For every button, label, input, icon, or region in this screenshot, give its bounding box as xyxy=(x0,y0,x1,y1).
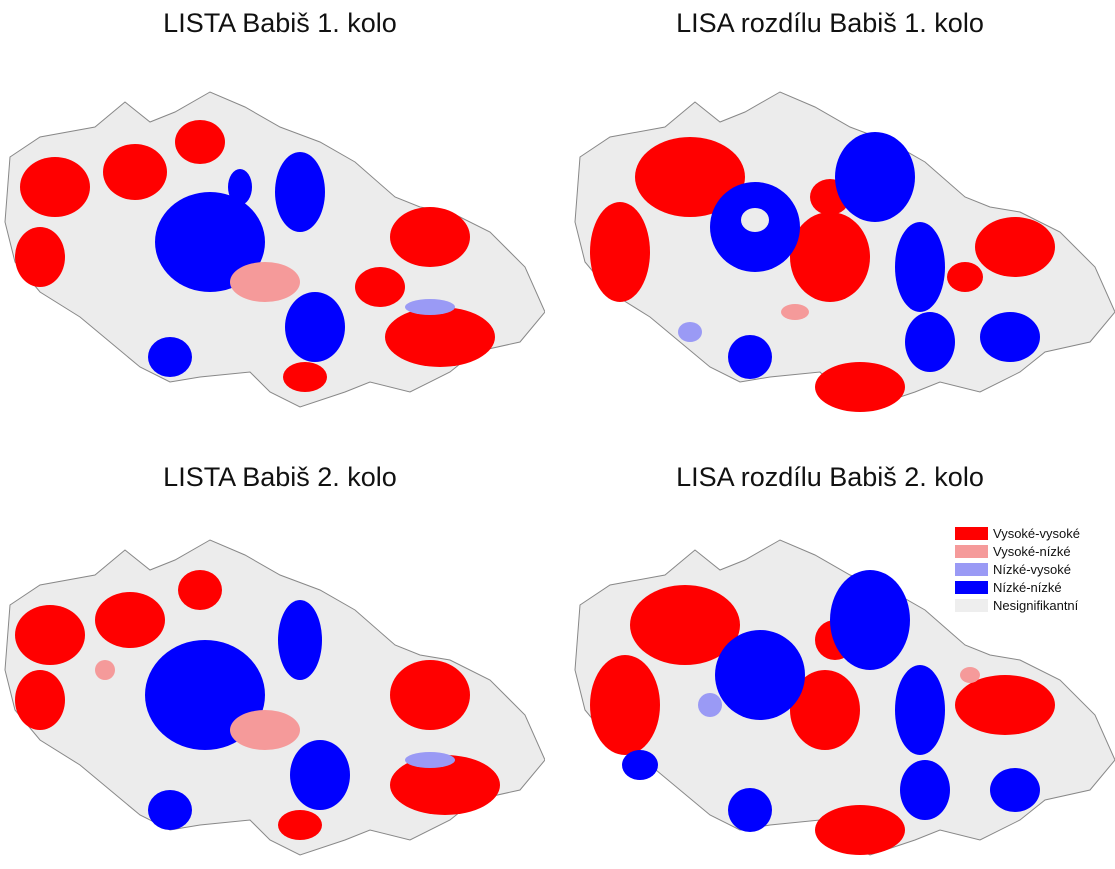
cluster-low-low xyxy=(990,768,1040,812)
legend-item-nonsignificant: Nesignifikantní xyxy=(955,597,1115,613)
cluster-high-low xyxy=(95,660,115,680)
cluster-low-low xyxy=(715,630,805,720)
cluster-low-low xyxy=(275,152,325,232)
cluster-high-high xyxy=(590,655,660,755)
map-title-3: LISTA Babiš 2. kolo xyxy=(163,462,397,492)
cluster-high-high xyxy=(630,585,740,665)
choropleth-map-3 xyxy=(4,539,545,856)
cluster-high-high xyxy=(20,157,90,217)
map-title-4: LISA rozdílu Babiš 2. kolo xyxy=(676,462,984,492)
choropleth-map-2 xyxy=(574,91,1115,412)
cluster-low-low xyxy=(980,312,1040,362)
cluster-low-low xyxy=(148,337,192,377)
cluster-low-low xyxy=(290,740,350,810)
legend-label: Vysoké-nízké xyxy=(993,543,1071,559)
legend-swatch xyxy=(955,562,988,576)
cluster-high-high xyxy=(283,362,327,392)
cluster-high-high xyxy=(95,592,165,648)
cluster-high-high xyxy=(178,570,222,610)
cluster-high-low xyxy=(230,262,300,302)
cluster-high-high xyxy=(790,212,870,302)
cluster-low-high xyxy=(698,693,722,717)
choropleth-map-1 xyxy=(4,91,545,408)
cluster-high-high xyxy=(815,362,905,412)
cluster-high-high xyxy=(947,262,983,292)
cluster-high-high xyxy=(355,267,405,307)
cluster-high-high xyxy=(15,670,65,730)
cluster-nonsignificant xyxy=(741,208,769,232)
cluster-low-low xyxy=(285,292,345,362)
cluster-low-low xyxy=(835,132,915,222)
cluster-high-high xyxy=(590,202,650,302)
cluster-high-high xyxy=(955,675,1055,735)
cluster-high-high xyxy=(103,144,167,200)
cluster-low-low xyxy=(830,570,910,670)
cluster-high-high xyxy=(278,810,322,840)
cluster-high-high xyxy=(390,660,470,730)
cluster-high-low xyxy=(960,667,980,683)
legend-item-high-low: Vysoké-nízké xyxy=(955,543,1115,559)
cluster-high-high xyxy=(175,120,225,164)
cluster-high-high xyxy=(815,805,905,855)
cluster-low-low xyxy=(155,192,265,292)
legend-swatch xyxy=(955,580,988,594)
legend-label: Vysoké-vysoké xyxy=(993,525,1080,541)
cluster-low-high xyxy=(405,299,455,315)
legend-swatch xyxy=(955,598,988,612)
cluster-high-high xyxy=(390,755,500,815)
map-title-2: LISA rozdílu Babiš 1. kolo xyxy=(676,8,984,38)
legend-item-low-high: Nízké-vysoké xyxy=(955,561,1115,577)
cluster-high-high xyxy=(15,227,65,287)
cluster-high-high xyxy=(390,207,470,267)
cluster-low-high xyxy=(405,752,455,768)
legend-swatch xyxy=(955,526,988,540)
cluster-low-low xyxy=(228,169,252,205)
map-title-1: LISTA Babiš 1. kolo xyxy=(163,8,397,38)
cluster-low-low xyxy=(622,750,658,780)
cluster-low-low xyxy=(895,222,945,312)
cluster-low-low xyxy=(278,600,322,680)
legend-label: Nízké-vysoké xyxy=(993,561,1072,577)
cluster-low-low xyxy=(148,790,192,830)
legend-swatch xyxy=(955,544,988,558)
legend-item-low-low: Nízké-nízké xyxy=(955,579,1115,595)
cluster-high-low xyxy=(781,304,809,320)
cluster-low-low xyxy=(900,760,950,820)
cluster-low-low xyxy=(728,788,772,832)
legend-label: Nízké-nízké xyxy=(993,579,1062,595)
cluster-low-high xyxy=(678,322,702,342)
cluster-high-high xyxy=(15,605,85,665)
cluster-high-high xyxy=(975,217,1055,277)
cluster-high-high xyxy=(385,307,495,367)
choropleth-map-4 xyxy=(574,539,1115,856)
cluster-low-low xyxy=(905,312,955,372)
cluster-high-high xyxy=(635,137,745,217)
cluster-low-low xyxy=(895,665,945,755)
cluster-low-low xyxy=(728,335,772,379)
cluster-high-high xyxy=(790,670,860,750)
cluster-high-low xyxy=(230,710,300,750)
legend-item-high-high: Vysoké-vysoké xyxy=(955,525,1115,541)
legend-label: Nesignifikantní xyxy=(993,597,1079,613)
map-legend: Vysoké-vysoké Vysoké-nízké Nízké-vysoké … xyxy=(955,525,1115,615)
